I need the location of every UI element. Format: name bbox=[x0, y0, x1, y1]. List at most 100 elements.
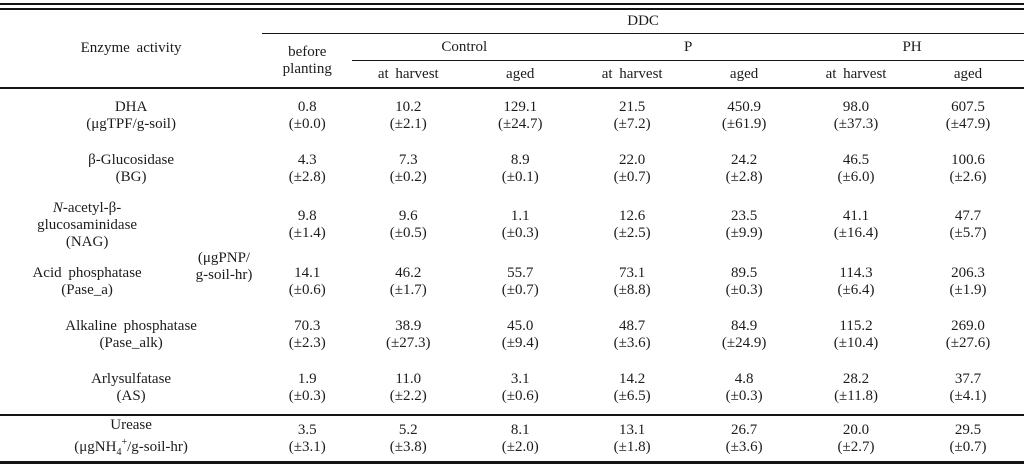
enzyme-abbr: (Pase_a) bbox=[61, 281, 113, 298]
cell-urease-control-harvest: 5.2 (±3.8) bbox=[352, 414, 465, 464]
sd: (±6.0) bbox=[837, 168, 875, 185]
pnp-unit-label: (μgPNP/ g-soil-hr) bbox=[178, 250, 270, 284]
value: 24.2 bbox=[730, 151, 758, 168]
cell-bg-ph-harvest: 46.5 (±6.0) bbox=[800, 142, 912, 195]
value: 4.3 bbox=[297, 151, 317, 168]
sd: (±2.8) bbox=[725, 168, 763, 185]
header-ph-at-harvest: at harvest bbox=[800, 60, 912, 89]
value: 4.8 bbox=[734, 370, 754, 387]
sd: (±16.4) bbox=[833, 225, 879, 241]
value: 14.1 bbox=[294, 264, 321, 281]
before-planting-line2: planting bbox=[282, 60, 332, 77]
header-row-subcolumns: at harvest aged at harvest aged at harve… bbox=[0, 60, 1024, 89]
sd: (±3.6) bbox=[725, 438, 763, 455]
enzyme-abbr: (BG) bbox=[115, 168, 147, 185]
enzyme-name-line2: glucosaminidase bbox=[37, 216, 138, 233]
sd: (±10.4) bbox=[833, 334, 879, 351]
header-row-ddc: Enzyme activity DDC bbox=[0, 10, 1024, 89]
value: 9.8 bbox=[297, 208, 317, 224]
cell-urease-p-aged: 26.7 (±3.6) bbox=[688, 414, 801, 464]
row-name-nag: N-acetyl-β- glucosaminidase (NAG) bbox=[0, 195, 262, 255]
value: 9.6 bbox=[398, 208, 418, 224]
enzyme-abbr: (Pase_alk) bbox=[99, 334, 163, 351]
table-body: DHA (μgTPF/g-soil) 0.8 (±0.0) 10.2 (±2.1) … bbox=[0, 88, 1024, 464]
cell-pase-a-before: 14.1 (±0.6) bbox=[262, 255, 352, 308]
table-row-urease: Urease (μgNH4+/g-soil-hr) 3.5 (±3.1) 5.2(… bbox=[0, 414, 1024, 464]
row-name-dha: DHA (μgTPF/g-soil) bbox=[0, 88, 262, 142]
cell-dha-ph-harvest: 98.0 (±37.3) bbox=[800, 88, 912, 142]
cell-as-ph-aged: 37.7 (±4.1) bbox=[912, 361, 1024, 415]
cell-dha-before: 0.8 (±0.0) bbox=[262, 88, 352, 142]
row-name-bg: β-Glucosidase (BG) bbox=[0, 142, 262, 195]
sd: (±0.2) bbox=[389, 168, 427, 185]
cell-pase-alk-ph-harvest: 115.2 (±10.4) bbox=[800, 308, 912, 361]
enzyme-name: Arlysulfatase bbox=[91, 370, 172, 387]
table-row-bg: β-Glucosidase (BG) 4.3 (±2.8) 7.3 (±0.2) 8… bbox=[0, 142, 1024, 195]
enzyme-name-rest: -acetyl-β- bbox=[62, 199, 122, 216]
cell-bg-p-harvest: 22.0 (±0.7) bbox=[576, 142, 688, 195]
value: 14.2 bbox=[619, 370, 646, 387]
value: 8.9 bbox=[510, 151, 530, 168]
sd: (±7.2) bbox=[613, 115, 651, 132]
pnp-unit-line1: (μgPNP/ bbox=[197, 250, 251, 266]
cell-bg-control-harvest: 7.3 (±0.2) bbox=[352, 142, 464, 195]
sd: (±11.8) bbox=[834, 387, 878, 404]
cell-pase-alk-p-aged: 84.9 (±24.9) bbox=[688, 308, 800, 361]
sd: (±24.7) bbox=[497, 115, 543, 132]
value: 13.1 bbox=[619, 421, 646, 438]
cell-urease-p-harvest: 13.1 (±1.8) bbox=[576, 414, 689, 464]
header-row-groups: before planting Control P PH bbox=[0, 33, 1024, 89]
value: 206.3 bbox=[951, 264, 985, 281]
sd: (±1.9) bbox=[949, 281, 987, 298]
value: 115.2 bbox=[839, 317, 873, 334]
cell-as-ph-harvest: 28.2 (±11.8) bbox=[800, 361, 912, 415]
top-rule-lower bbox=[0, 8, 1024, 10]
sd: (±2.1) bbox=[389, 115, 427, 132]
sd: (±2.6) bbox=[949, 168, 987, 185]
cell-as-control-harvest: 11.0 (±2.2) bbox=[352, 361, 464, 415]
cell-dha-control-harvest: 10.2 (±2.1) bbox=[352, 88, 464, 142]
value: 21.5 bbox=[619, 98, 646, 115]
value: 26.7 bbox=[730, 421, 758, 438]
sd: (±2.0) bbox=[501, 438, 539, 455]
cell-pase-a-control-aged: 55.7 (±0.7) bbox=[464, 255, 576, 308]
value: 7.3 bbox=[398, 151, 418, 168]
cell-pase-alk-p-harvest: 48.7 (±3.6) bbox=[576, 308, 688, 361]
value: 89.5 bbox=[730, 264, 758, 281]
sd: (±5.7) bbox=[949, 225, 987, 241]
cell-pase-a-ph-aged: 206.3 (±1.9) bbox=[912, 255, 1024, 308]
sd: (±2.5) bbox=[613, 225, 651, 241]
sd: (±3.1) bbox=[288, 438, 326, 455]
enzyme-activity-table: Enzyme activity DDC before planting Cont… bbox=[0, 10, 1024, 464]
value: 20.0 bbox=[842, 421, 870, 438]
value: 23.5 bbox=[730, 208, 758, 224]
sd: (±1.8) bbox=[613, 438, 651, 455]
value: 100.6 bbox=[951, 151, 985, 168]
sd: (±24.9) bbox=[721, 334, 767, 351]
value: 0.8 bbox=[297, 98, 317, 115]
cell-nag-ph-harvest: 41.1 (±16.4) bbox=[800, 195, 912, 255]
cell-as-p-harvest: 14.2 (±6.5) bbox=[576, 361, 688, 415]
row-name-pase-a: Acid phosphatase (Pase_a) bbox=[0, 255, 262, 308]
table-header: Enzyme activity DDC before planting Cont… bbox=[0, 10, 1024, 89]
cell-bg-control-aged: 8.9 (±0.1) bbox=[464, 142, 576, 195]
sd: (±3.6) bbox=[613, 334, 651, 351]
sd: (±2.2) bbox=[389, 387, 427, 404]
enzyme-name: β-Glucosidase bbox=[88, 151, 175, 168]
sd: (±37.3) bbox=[833, 115, 879, 132]
unit-suffix: /g-soil-hr) bbox=[127, 438, 188, 455]
enzyme-name: Acid phosphatase bbox=[32, 264, 142, 281]
cell-pase-a-ph-harvest: 114.3 (±6.4) bbox=[800, 255, 912, 308]
sd: (±0.7) bbox=[613, 168, 651, 185]
unit-subscript: 4 bbox=[116, 446, 122, 458]
cell-as-before: 1.9 (±0.3) bbox=[262, 361, 352, 415]
value: 45.0 bbox=[507, 317, 534, 334]
value: 22.0 bbox=[619, 151, 646, 168]
cell-pase-alk-control-harvest: 38.9 (±27.3) bbox=[352, 308, 464, 361]
sd: (±9.9) bbox=[725, 225, 763, 241]
sd: (±3.8) bbox=[389, 438, 427, 455]
cell-nag-before: 9.8 (±1.4) bbox=[262, 195, 352, 255]
sd: (±0.6) bbox=[288, 281, 326, 298]
sd: (±27.3) bbox=[386, 334, 431, 351]
cell-urease-before: 3.5 (±3.1) bbox=[262, 414, 353, 464]
